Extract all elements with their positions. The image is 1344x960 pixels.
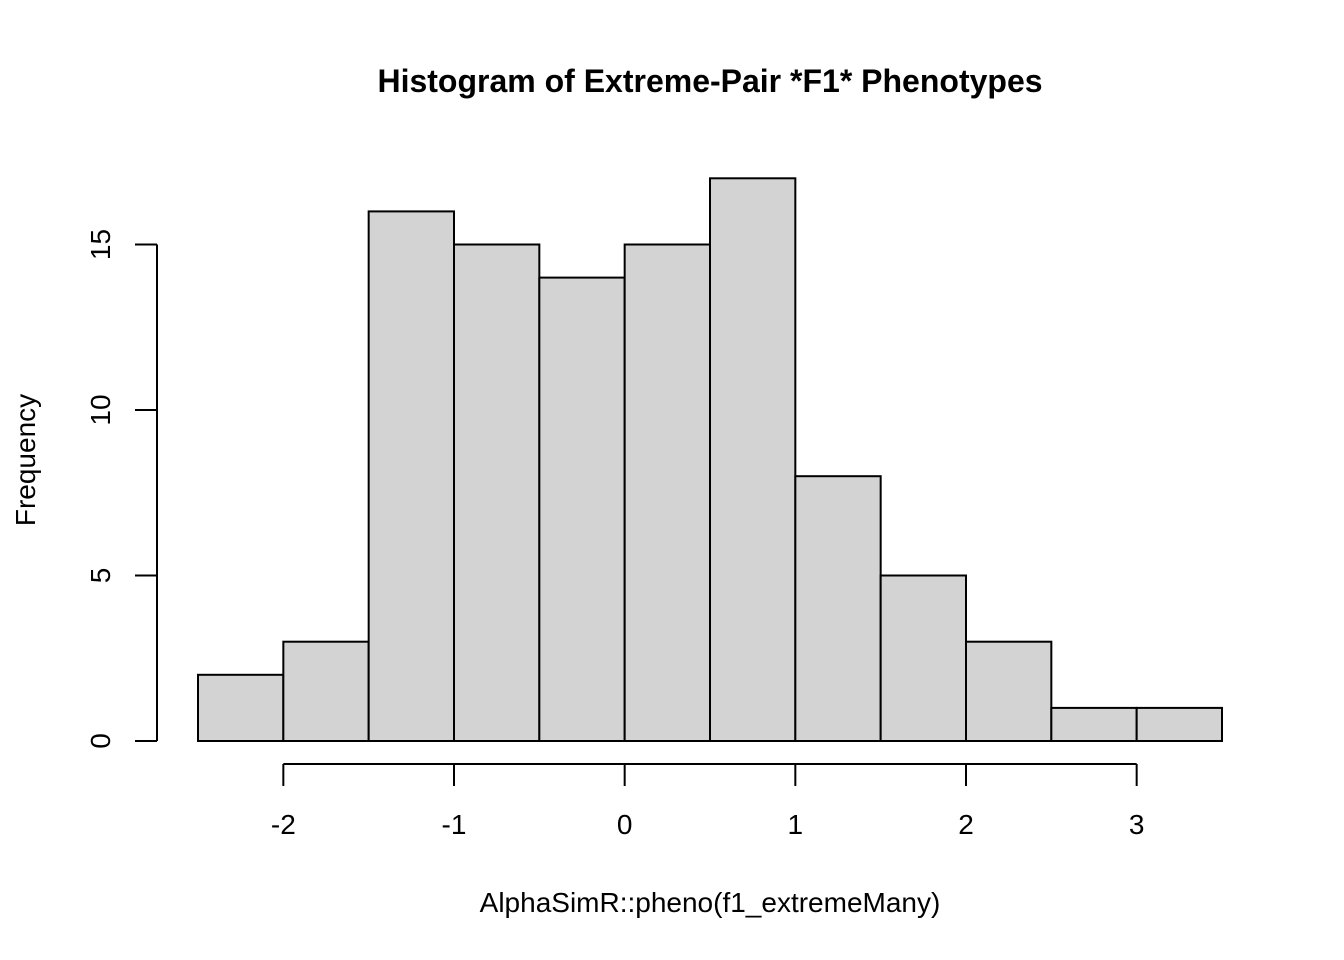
bars-group [197, 177, 1223, 743]
x-tick-label: 1 [788, 809, 804, 840]
histogram-bar [1135, 706, 1223, 743]
chart-title: Histogram of Extreme-Pair *F1* Phenotype… [377, 63, 1042, 99]
histogram-bar [879, 574, 968, 742]
x-axis: -2 -1 0 1 2 3 [271, 763, 1145, 840]
x-tick-label: -1 [442, 809, 467, 840]
y-tick-label: 15 [85, 229, 116, 260]
y-axis-label: Frequency [10, 394, 41, 526]
x-tick-label: -2 [271, 809, 296, 840]
histogram-bar [709, 177, 797, 743]
histogram-bar [965, 640, 1053, 743]
x-tick-label: 3 [1129, 809, 1145, 840]
histogram-bar [367, 210, 455, 742]
y-tick-label: 0 [85, 733, 116, 749]
histogram-bar [538, 276, 626, 742]
x-tick-label: 0 [617, 809, 633, 840]
histogram-bar [794, 475, 882, 742]
y-tick-label: 10 [85, 394, 116, 425]
histogram-bar [197, 673, 285, 742]
y-tick-label: 5 [85, 568, 116, 584]
x-axis-label: AlphaSimR::pheno(f1_extremeMany) [480, 887, 941, 918]
histogram-bar [623, 243, 712, 742]
x-tick-label: 2 [958, 809, 974, 840]
y-axis: 0 5 10 15 [85, 229, 158, 749]
histogram-bar [1050, 706, 1138, 743]
histogram-bar [282, 640, 370, 743]
histogram-bar [453, 243, 541, 742]
